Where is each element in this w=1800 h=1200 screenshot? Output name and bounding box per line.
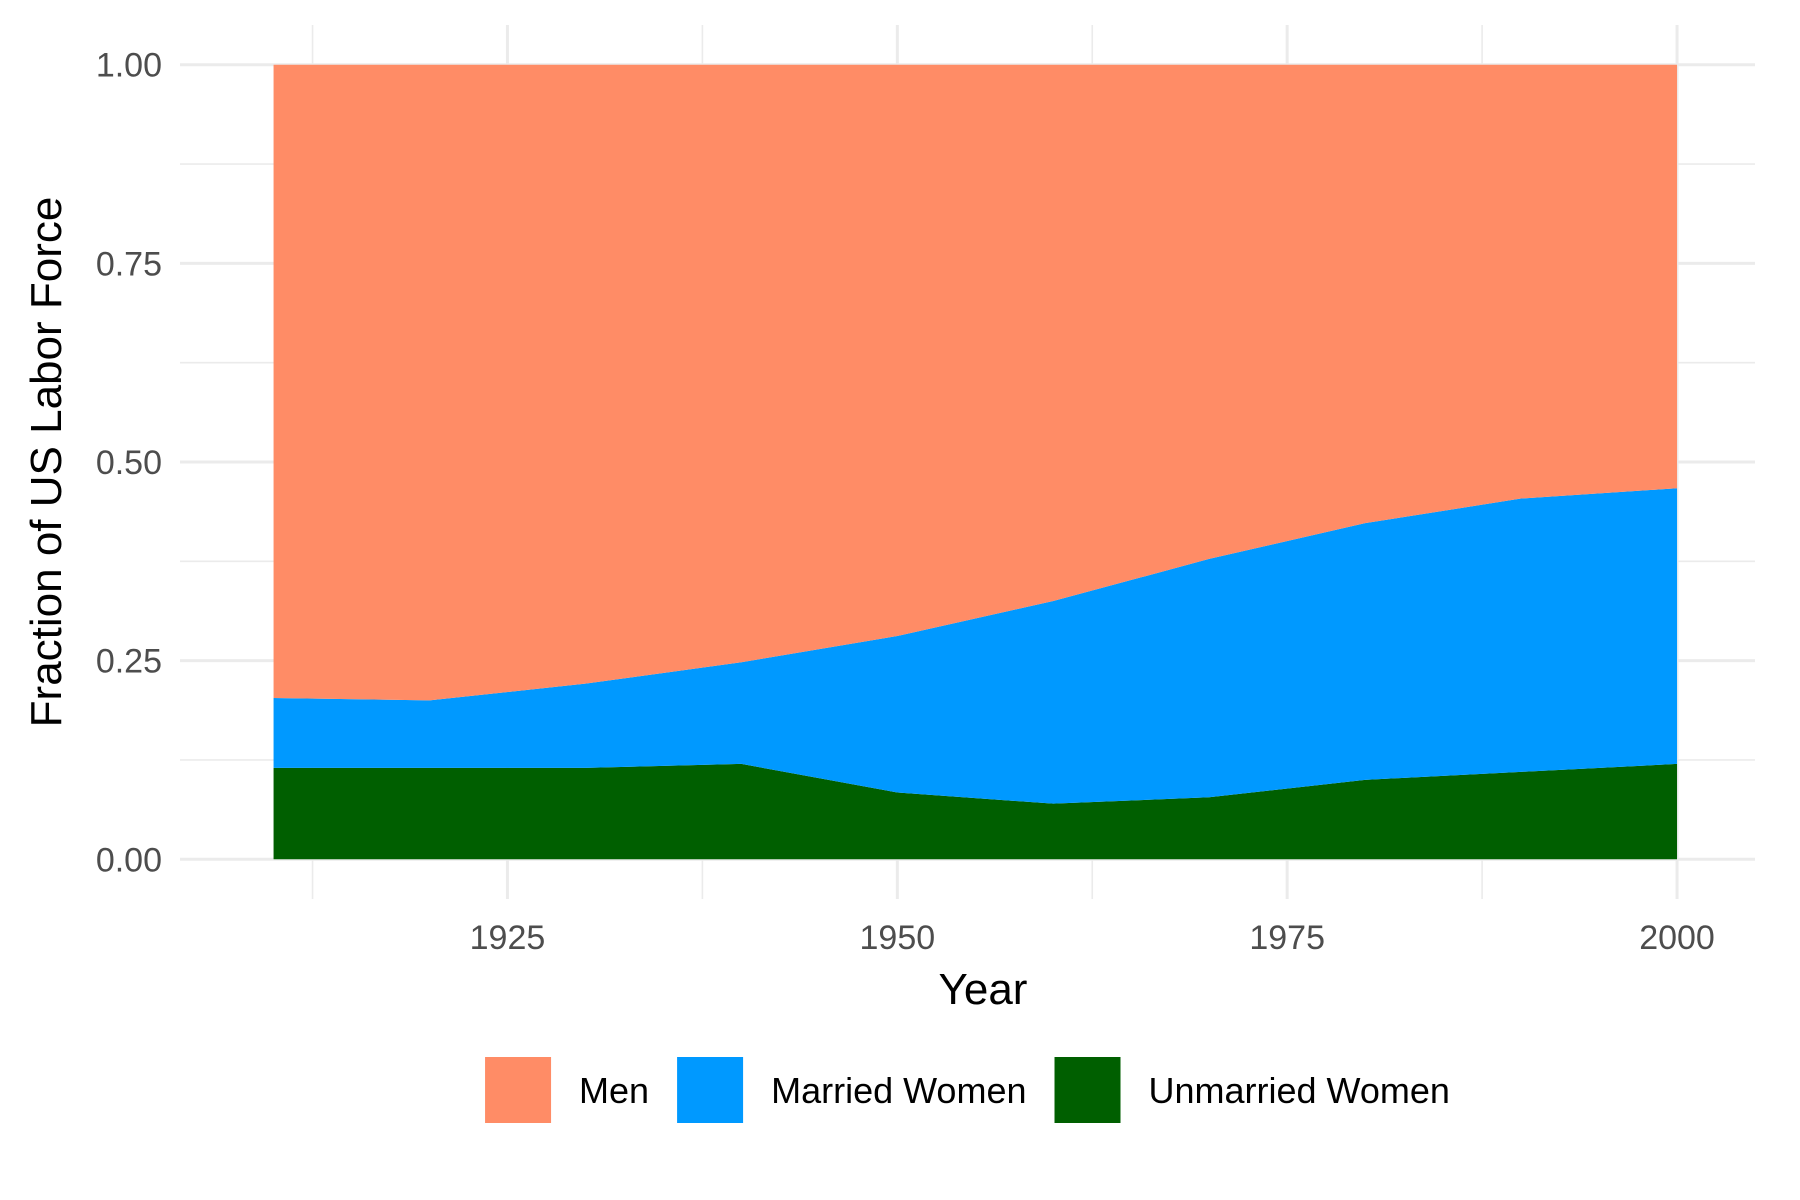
legend-label: Men — [579, 1070, 649, 1111]
legend-item-men: Men — [485, 1057, 649, 1123]
area-men — [273, 64, 1678, 701]
area-unmarried-women — [273, 763, 1678, 860]
y-tick-label: 0.75 — [96, 245, 162, 283]
y-tick-label: 0.25 — [96, 643, 162, 681]
legend-key — [677, 1057, 744, 1123]
x-tick-label: 1975 — [1249, 919, 1325, 957]
x-tick-label: 1950 — [860, 919, 936, 957]
area-married-women — [273, 488, 1678, 804]
legend-key — [1054, 1057, 1121, 1123]
legend-label: Married Women — [771, 1070, 1026, 1111]
y-tick-label: 0.50 — [96, 444, 162, 482]
area-series-layer — [273, 64, 1678, 860]
y-axis-ticks: 0.00 0.25 0.50 0.75 1.00 — [96, 47, 162, 880]
legend-key — [485, 1057, 552, 1123]
legend-item-married-women: Married Women — [677, 1057, 1027, 1123]
legend-item-unmarried-women: Unmarried Women — [1054, 1057, 1450, 1123]
legend-label: Unmarried Women — [1149, 1070, 1450, 1111]
x-tick-label: 1925 — [470, 919, 546, 957]
x-tick-label: 2000 — [1639, 919, 1715, 957]
x-axis-title: Year — [939, 965, 1028, 1014]
legend: Men Married Women Unmarried Women — [485, 1057, 1450, 1123]
x-axis-ticks: 1925 1950 1975 2000 — [470, 919, 1715, 957]
y-axis-title: Fraction of US Labor Force — [22, 197, 71, 728]
y-tick-label: 0.00 — [96, 841, 162, 879]
y-tick-label: 1.00 — [96, 47, 162, 85]
